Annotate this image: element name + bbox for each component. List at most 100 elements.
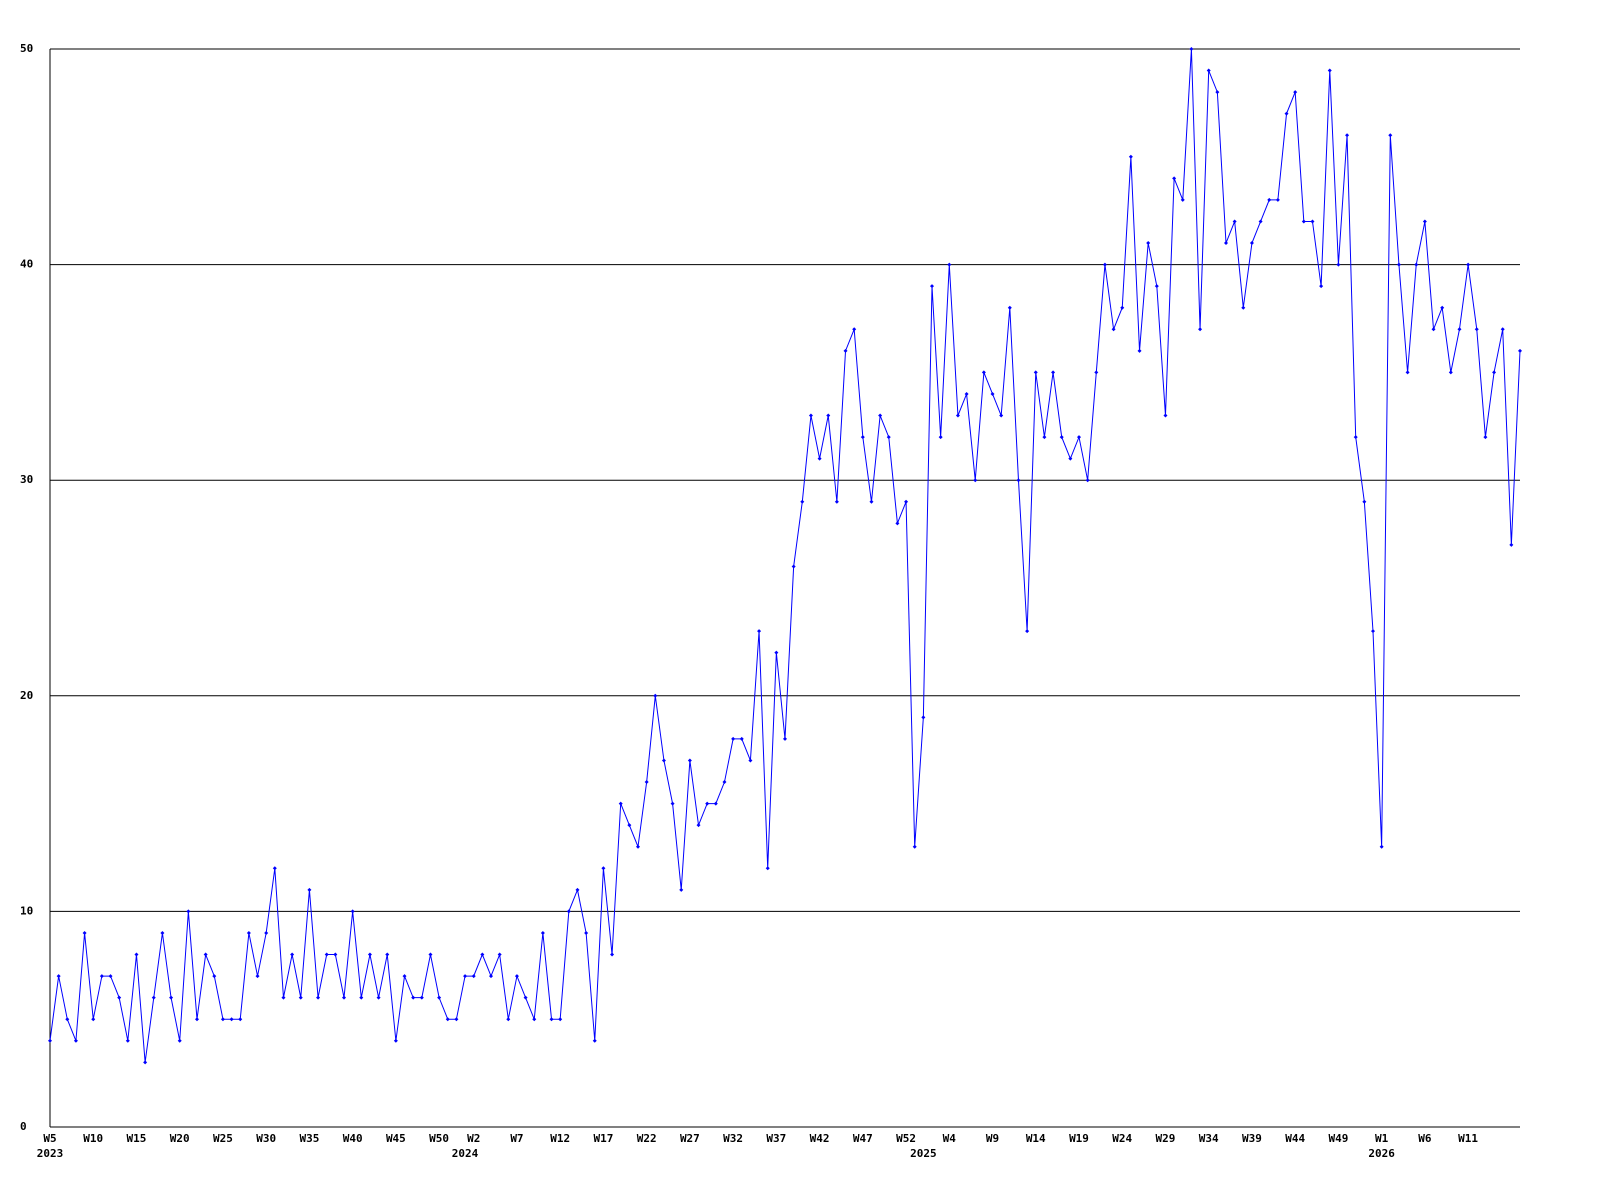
data-point (402, 974, 407, 979)
data-point (514, 974, 519, 979)
data-point (575, 887, 580, 892)
x-tick-label: W12 (550, 1132, 570, 1145)
data-point (670, 801, 675, 806)
data-point (134, 952, 139, 957)
data-point (1189, 47, 1194, 51)
data-point (981, 370, 986, 375)
data-point (817, 456, 822, 461)
x-tick-label: W44 (1285, 1132, 1305, 1145)
data-point (411, 995, 416, 1000)
x-tick-label: W42 (810, 1132, 830, 1145)
data-point (1172, 176, 1177, 181)
data-point (1466, 262, 1471, 267)
data-point (419, 995, 424, 1000)
data-point (151, 995, 156, 1000)
data-point (1474, 327, 1479, 332)
x-tick-label: W29 (1156, 1132, 1176, 1145)
data-point (385, 952, 390, 957)
x-tick-label: W20 (170, 1132, 190, 1145)
x-tick-label: W6 (1418, 1132, 1432, 1145)
data-point (973, 478, 978, 483)
x-tick-label: W9 (986, 1132, 999, 1145)
data-point (1215, 90, 1220, 95)
data-point (540, 930, 545, 935)
data-point (904, 499, 909, 504)
data-point (1180, 197, 1185, 202)
data-point (1362, 499, 1367, 504)
data-point (48, 1038, 52, 1043)
data-point (65, 1017, 70, 1022)
data-point (108, 974, 113, 979)
data-point (618, 801, 623, 806)
data-point (566, 909, 571, 914)
data-point (1154, 284, 1159, 289)
data-point (1422, 219, 1427, 224)
data-point (91, 1017, 96, 1022)
data-point (938, 435, 943, 440)
data-point (160, 930, 165, 935)
data-point (1284, 111, 1289, 116)
x-tick-label: W30 (256, 1132, 276, 1145)
data-point (238, 1017, 243, 1022)
data-line (49, 48, 1521, 1063)
data-point (1068, 456, 1073, 461)
x-tick-label: W40 (343, 1132, 363, 1145)
data-point (454, 1017, 459, 1022)
data-point (367, 952, 372, 957)
data-point (1345, 133, 1350, 138)
data-point (342, 995, 346, 1000)
data-point (886, 435, 891, 440)
data-point (705, 801, 710, 806)
data-point (463, 974, 468, 979)
y-tick-label: 0 (20, 1120, 27, 1133)
data-point (523, 995, 528, 1000)
data-point (610, 952, 615, 957)
data-point (878, 413, 883, 418)
data-point (1293, 90, 1298, 95)
data-point (290, 952, 295, 957)
data-point (1111, 327, 1116, 332)
data-point (774, 650, 779, 655)
data-point (376, 995, 381, 1000)
y-tick-label: 30 (20, 473, 33, 486)
data-point (169, 995, 174, 1000)
data-point (549, 1017, 554, 1022)
data-point (592, 1038, 597, 1043)
data-point (869, 499, 874, 504)
data-point (307, 887, 312, 892)
data-point (1120, 305, 1125, 310)
data-point (203, 952, 208, 957)
data-point (1310, 219, 1315, 224)
data-point (393, 1038, 398, 1043)
x-tick-label: W52 (896, 1132, 916, 1145)
data-point (350, 909, 355, 914)
data-point (1405, 370, 1410, 375)
data-point (117, 995, 122, 1000)
data-point (636, 844, 640, 849)
data-point (601, 866, 606, 871)
data-point (687, 758, 692, 763)
data-point (56, 974, 61, 979)
data-point (1241, 305, 1246, 310)
data-point (860, 435, 865, 440)
data-point (272, 866, 277, 871)
x-tick-label: W50 (429, 1132, 449, 1145)
data-point (186, 909, 191, 914)
data-point (843, 348, 848, 353)
x-year-label: 2026 (1368, 1147, 1395, 1160)
data-point (506, 1017, 511, 1022)
data-point (1077, 435, 1081, 440)
data-point (930, 284, 934, 289)
data-point (143, 1060, 148, 1065)
x-tick-label: W1 (1375, 1132, 1389, 1145)
x-tick-label: W34 (1199, 1132, 1219, 1145)
x-tick-label: W10 (83, 1132, 103, 1145)
data-point (195, 1017, 199, 1022)
y-tick-label: 10 (20, 904, 33, 917)
data-point (808, 413, 813, 418)
data-point (739, 736, 744, 741)
data-point (1137, 348, 1142, 353)
data-point (757, 629, 762, 634)
data-point (584, 930, 589, 935)
